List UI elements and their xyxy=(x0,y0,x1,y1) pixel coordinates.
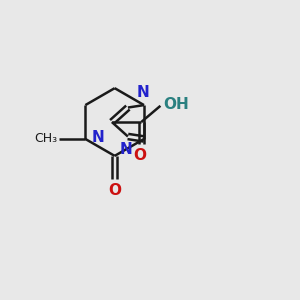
Text: N: N xyxy=(120,142,133,157)
Text: N: N xyxy=(136,85,149,100)
Text: N: N xyxy=(92,130,105,145)
Text: O: O xyxy=(133,148,146,163)
Text: O: O xyxy=(108,183,121,198)
Text: OH: OH xyxy=(163,97,188,112)
Text: CH₃: CH₃ xyxy=(34,133,57,146)
